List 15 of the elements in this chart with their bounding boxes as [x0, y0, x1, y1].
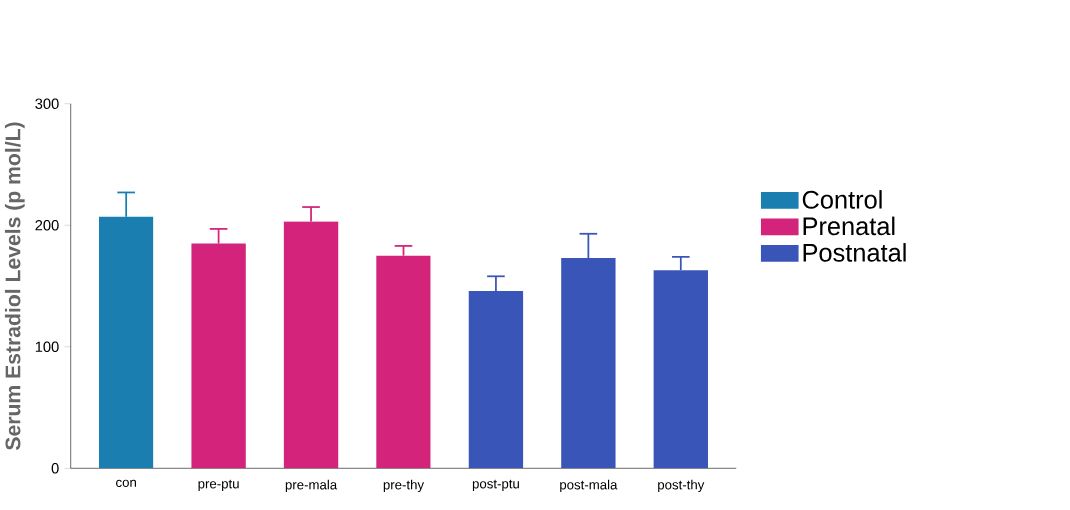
x-tick-label: pre-ptu	[198, 479, 239, 491]
x-tick-label: pre-mala	[285, 479, 338, 493]
x-tick-label: con	[116, 479, 136, 487]
x-tick-label: post-ptu	[472, 479, 519, 491]
y-axis-title: Serum Estradiol Levels (p mol/L)	[4, 122, 25, 450]
legend-label: Prenatal	[803, 216, 895, 236]
y-tick-label: 300	[35, 98, 59, 109]
legend-label: Postnatal	[803, 243, 906, 262]
y-tick-label: 0	[51, 463, 59, 474]
x-tick-label: post-mala	[560, 479, 618, 493]
x-tick-label: post-thy	[658, 479, 705, 493]
y-tick-label: 100	[35, 341, 59, 352]
y-tick-label: 200	[35, 220, 59, 231]
legend-label: Control	[802, 190, 882, 209]
x-tick-label: pre-thy	[383, 479, 425, 493]
